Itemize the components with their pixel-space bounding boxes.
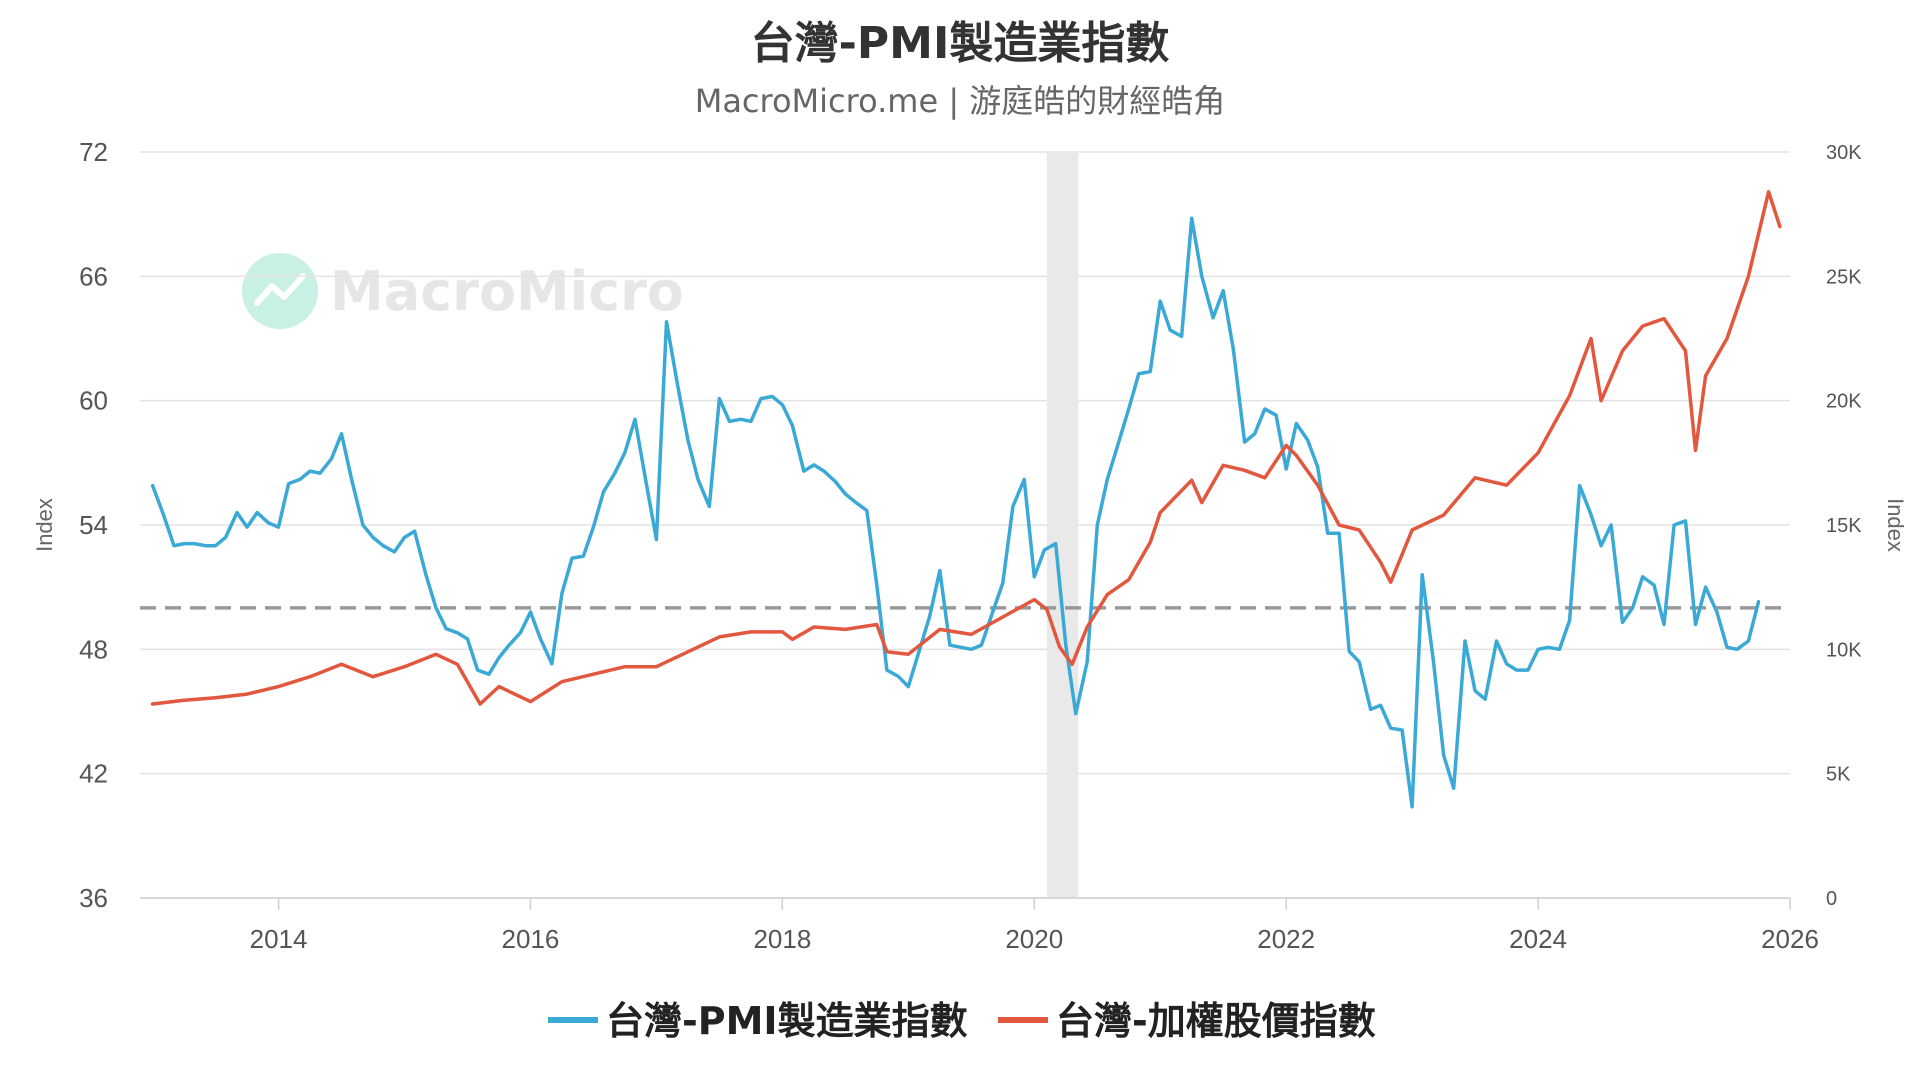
x-tick-2022: 2022: [1257, 924, 1315, 954]
y-right-tick-0: 0: [1826, 888, 1837, 910]
y-right-tick-30K: 30K: [1826, 142, 1862, 164]
legend: 台灣-PMI製造業指數 台灣-加權股價指數: [548, 999, 1376, 1043]
series-line-pmi[interactable]: [150, 216, 1761, 809]
x-tick-2014: 2014: [250, 924, 308, 954]
watermark-text: MacroMicro: [330, 260, 684, 323]
x-tick-2026: 2026: [1761, 924, 1819, 954]
x-tick-2018: 2018: [753, 924, 811, 954]
y-axis-right-title: Index: [1883, 498, 1908, 552]
y-left-tick-54: 54: [79, 510, 108, 540]
y-left-tick-42: 42: [79, 759, 108, 789]
y-right-tick-10K: 10K: [1826, 639, 1862, 661]
watermark-chart-icon: [254, 273, 306, 306]
y-right-tick-15K: 15K: [1826, 515, 1862, 537]
y-left-tick-48: 48: [79, 634, 108, 664]
recession-band-layer: [1046, 152, 1079, 898]
chart-subtitle: MacroMicro.me | 游庭皓的財經皓角: [695, 82, 1226, 120]
series-layer: [150, 190, 1782, 809]
legend-label-taiex[interactable]: 台灣-加權股價指數: [1056, 999, 1376, 1043]
y-left-tick-36: 36: [79, 883, 108, 913]
y-axis-left-title: Index: [32, 498, 57, 552]
y-left-tick-72: 72: [79, 137, 108, 167]
axes: 72 66 60 54 48 42 36 30K 25K 20K 15K 10K 5K 0 2014 2016…: [79, 137, 1862, 954]
legend-label-pmi[interactable]: 台灣-PMI製造業指數: [606, 999, 968, 1043]
y-right-tick-20K: 20K: [1826, 391, 1862, 413]
y-left-tick-60: 60: [79, 386, 108, 416]
chart-title: 台灣-PMI製造業指數: [751, 18, 1170, 69]
x-tick-2024: 2024: [1509, 924, 1567, 954]
series-line-taiex[interactable]: [150, 190, 1782, 706]
y-right-tick-5K: 5K: [1826, 764, 1851, 786]
recession-band: [1046, 152, 1079, 898]
x-tick-2016: 2016: [502, 924, 560, 954]
y-left-tick-66: 66: [79, 261, 108, 291]
y-right-tick-25K: 25K: [1826, 266, 1862, 288]
watermark: MacroMicro: [242, 253, 684, 329]
x-tick-2020: 2020: [1005, 924, 1063, 954]
